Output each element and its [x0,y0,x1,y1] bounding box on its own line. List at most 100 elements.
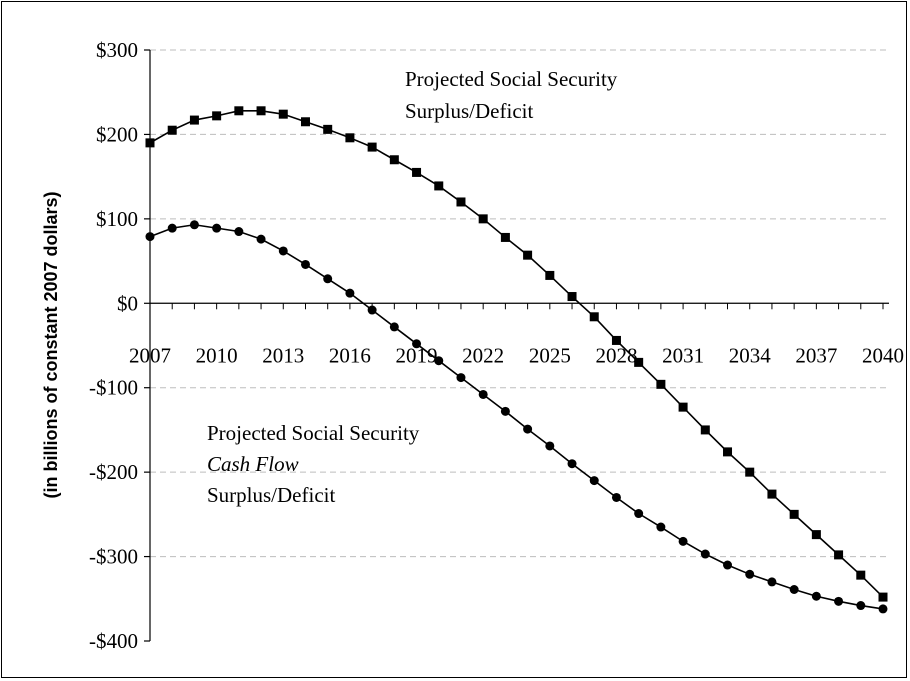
series-1-point-0 [145,232,155,242]
series-0-point-31 [834,550,844,560]
y-tick-label-7: -$400 [89,629,138,653]
series-1-point-5 [256,234,266,244]
series-0-point-32 [856,570,866,580]
series-0-point-1 [167,125,177,135]
series-1-point-28 [767,577,777,587]
y-tick-label-6: -$300 [89,545,138,569]
axis-layer [144,49,889,642]
series-line-0 [149,109,884,598]
x-tick-label-1: 2010 [196,343,238,367]
y-axis-label: (in billions of constant 2007 dollars) [41,191,61,498]
series-1-point-22 [634,509,644,519]
y-tick-label-1: $200 [96,122,138,146]
y-tick-label-2: $100 [96,207,138,231]
series-1-point-3 [212,223,222,233]
y-tick-label-3: $0 [117,291,138,315]
series-1-point-6 [278,246,288,256]
series-1-point-10 [367,305,377,315]
series-1-point-30 [811,591,821,601]
series-1-point-14 [456,373,466,383]
series-0-point-7 [300,117,310,127]
series-1-point-15 [478,389,488,399]
series-0-point-3 [212,111,222,121]
series-1-point-4 [234,227,244,237]
series-1-point-1 [167,223,177,233]
series-1-point-26 [723,560,733,570]
series-0-point-14 [456,197,466,207]
annotation-bottom-line-3: Surplus/Deficit [207,483,335,507]
series-line-1 [149,223,884,610]
series-layer [145,106,888,614]
series-0-point-2 [189,115,199,125]
series-0-point-16 [500,232,510,242]
series-1-point-24 [678,536,688,546]
x-tick-label-3: 2016 [329,343,371,367]
annotation-top-line-2: Surplus/Deficit [405,99,533,123]
y-tick-label-5: -$200 [89,460,138,484]
series-1-point-17 [523,424,533,434]
series-0-point-17 [523,250,533,260]
series-1-point-9 [345,288,355,298]
series-0-point-9 [345,133,355,143]
x-tick-label-4: 2019 [396,343,438,367]
series-1-point-12 [412,339,422,349]
series-1-point-2 [189,220,199,230]
series-0-point-29 [789,509,799,519]
y-tick-label-0: $300 [96,38,138,62]
series-1-point-33 [878,604,888,614]
y-tick-label-4: -$100 [89,376,138,400]
annotation-bottom: Projected Social Security Cash Flow Surp… [207,421,425,507]
series-0-point-10 [367,142,377,152]
series-0-point-4 [234,106,244,116]
x-tick-label-6: 2025 [529,343,571,367]
series-1-point-16 [500,406,510,416]
series-0-point-6 [278,109,288,119]
series-1-point-8 [323,274,333,284]
series-1-point-11 [389,322,399,332]
series-0-point-20 [589,312,599,322]
grid-layer [150,49,889,558]
x-tick-label-5: 2022 [462,343,504,367]
series-1-point-27 [745,569,755,579]
series-0-point-11 [389,155,399,165]
series-1-point-23 [656,522,666,532]
series-0-point-28 [767,489,777,499]
x-tick-label-7: 2028 [595,343,637,367]
annotation-bottom-line-1: Projected Social Security [207,421,420,445]
series-1-point-21 [611,492,621,502]
series-0-point-5 [256,106,266,116]
series-1-point-31 [834,596,844,606]
series-0-point-19 [567,292,577,302]
series-0-point-33 [878,592,888,602]
x-tick-label-2: 2013 [262,343,304,367]
series-0-point-25 [700,425,710,435]
series-0-point-27 [745,467,755,477]
x-tick-label-0: 2007 [129,343,171,367]
series-1-point-25 [700,549,710,559]
series-0-point-26 [723,447,733,457]
series-0-point-21 [611,335,621,345]
series-0-point-12 [412,167,422,177]
annotation-bottom-line-2: Cash Flow [207,452,299,476]
series-0-point-0 [145,138,155,148]
series-1-point-29 [789,584,799,594]
series-1-point-32 [856,601,866,611]
series-0-point-8 [323,124,333,134]
x-tick-label-11: 2040 [862,343,904,367]
series-0-point-30 [811,530,821,540]
series-0-point-18 [545,270,555,280]
annotation-top-line-1: Projected Social Security [405,67,618,91]
series-0-point-22 [634,357,644,367]
series-0-point-15 [478,214,488,224]
series-0-point-23 [656,379,666,389]
series-1-point-13 [434,356,444,366]
label-layer: $300 $200 $100 $0 -$100 -$200 -$300 -$400 2007 20… [89,38,904,653]
series-1-point-18 [545,441,555,451]
series-1-point-7 [300,259,310,269]
x-tick-label-9: 2034 [729,343,772,367]
series-0-point-13 [434,181,444,191]
x-tick-label-10: 2037 [795,343,837,367]
series-1-point-20 [589,476,599,486]
